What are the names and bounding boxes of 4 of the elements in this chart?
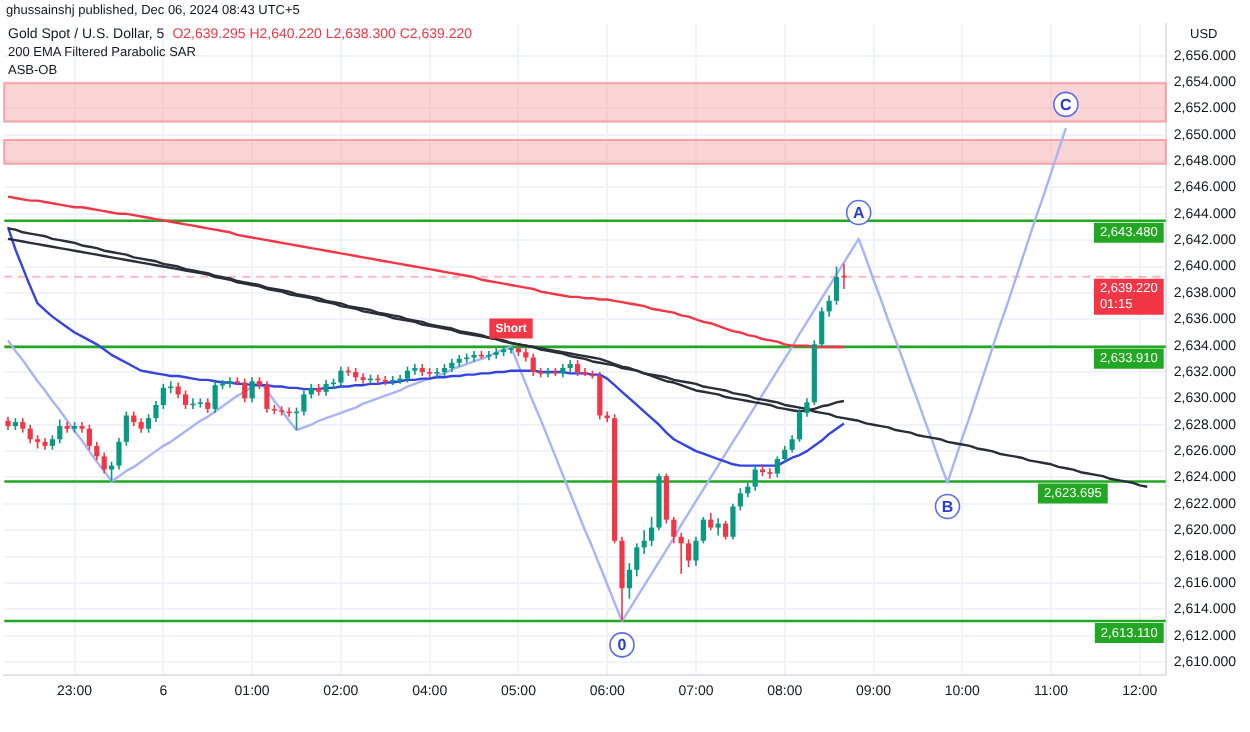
annotation: C (1060, 95, 1073, 114)
annotation: B (941, 497, 954, 516)
annotation: A (852, 203, 865, 222)
annotation: 0 (617, 636, 628, 655)
